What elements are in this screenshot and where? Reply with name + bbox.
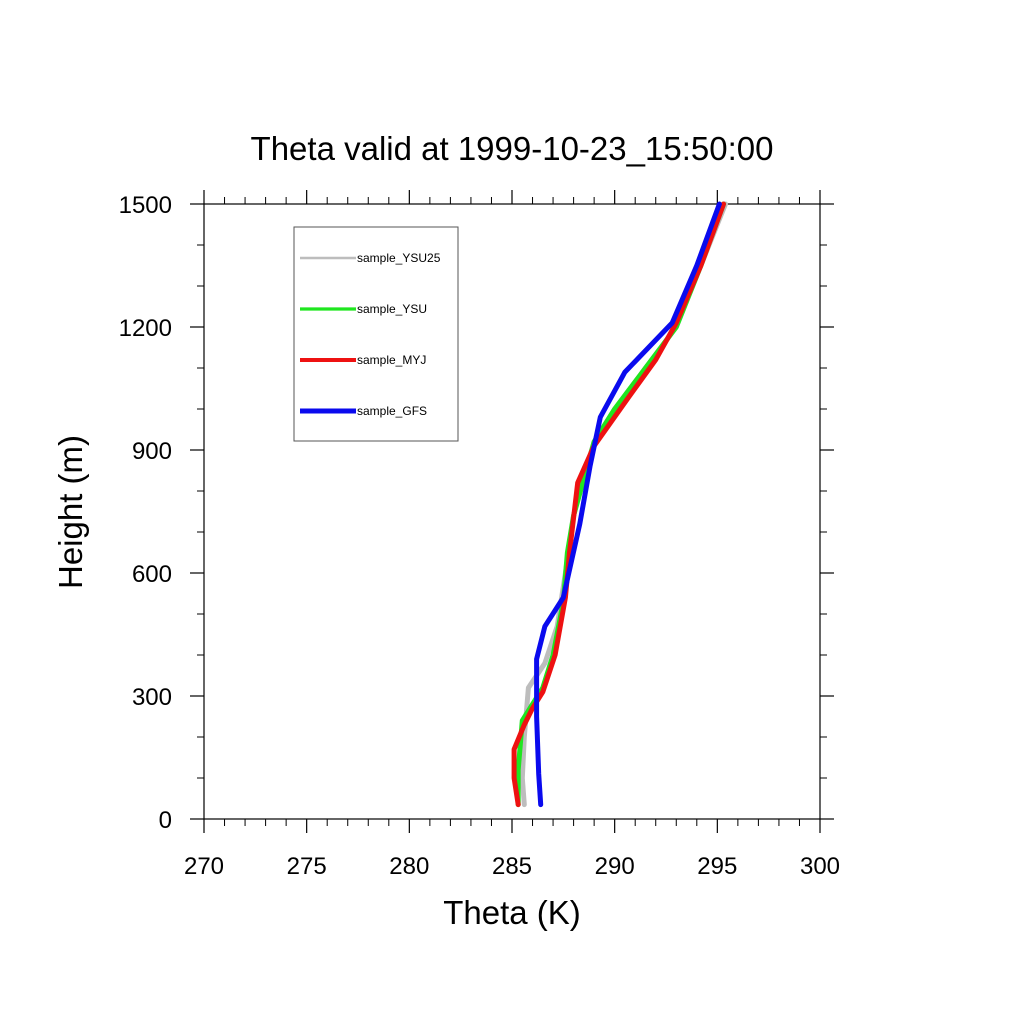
x-tick-label: 275 [287,853,327,880]
x-tick-label: 270 [184,853,224,880]
x-tick-label: 290 [595,853,635,880]
data-series [511,201,728,808]
series-line-sample-ysu25 [519,201,728,808]
legend-label: sample_YSU [357,302,427,316]
y-tick-label: 0 [159,807,172,834]
legend-label: sample_YSU25 [357,251,441,265]
y-tick-label: 600 [132,561,172,588]
legend-box [293,226,459,442]
y-tick-label: 900 [132,438,172,465]
x-tick-label: 300 [800,853,840,880]
legend-label: sample_MYJ [357,353,426,367]
chart-title: Theta valid at 1999-10-23_15:50:00 [251,130,774,167]
x-tick-label: 280 [389,853,429,880]
legend: sample_YSU25 sample_YSU sample_MYJ sample_G… [293,226,459,442]
y-tick-label: 300 [132,684,172,711]
series-line-sample-ysu [515,201,726,808]
x-tick-label: 285 [492,853,532,880]
legend-label: sample_GFS [357,404,427,418]
x-axis-title: Theta (K) [443,894,581,931]
x-tick-label: 295 [697,853,737,880]
series-line-sample-gfs [534,201,722,808]
y-tick-label: 1500 [119,192,172,219]
axis-ticks: 270 275 280 285 290 295 300 0 300 600 900 1200 1500 [119,190,840,880]
y-axis-title: Height (m) [52,435,89,589]
y-tick-label: 1200 [119,315,172,342]
